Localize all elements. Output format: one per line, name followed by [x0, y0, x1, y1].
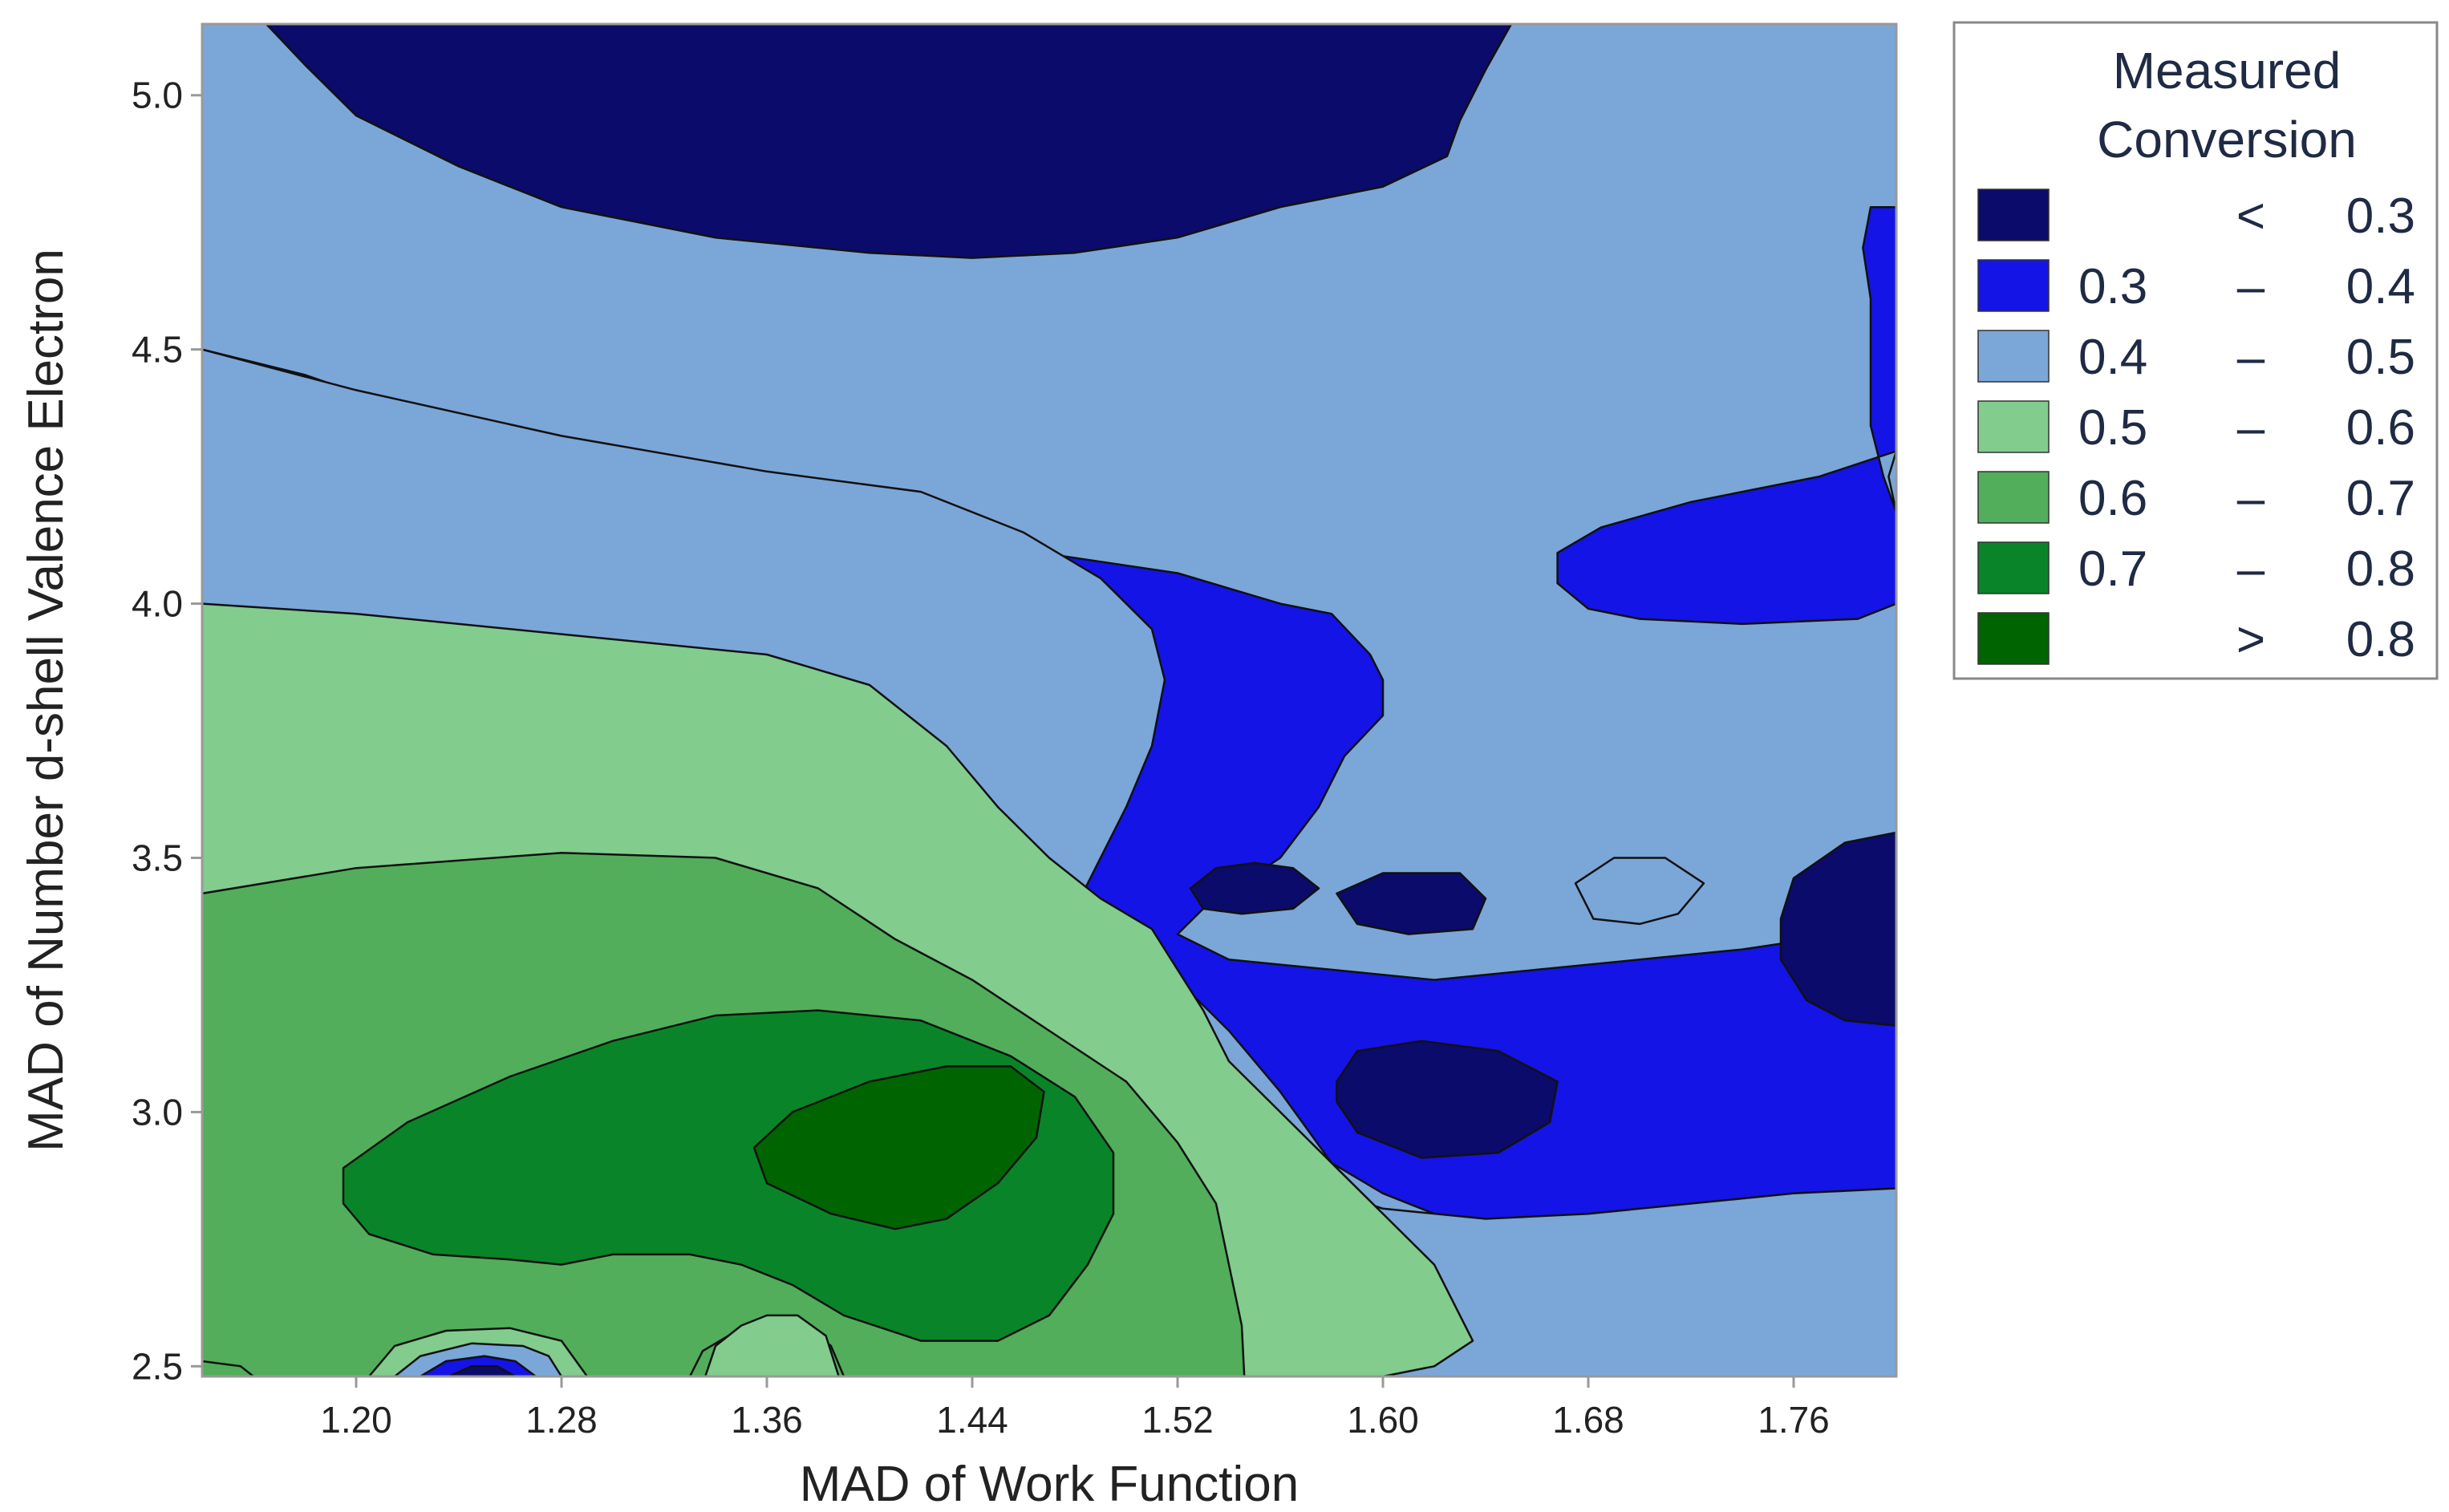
contour-region-18 [1574, 857, 1705, 926]
legend-title-line: Measured [2113, 42, 2342, 99]
y-tick-label: 5.0 [132, 75, 183, 116]
y-axis-title: MAD of Number d-shell Valence Electron [18, 249, 74, 1152]
legend-low-value: 0.5 [2078, 400, 2147, 456]
x-tick-label: 1.28 [525, 1399, 598, 1441]
legend-high-value: 0.3 [2346, 188, 2415, 244]
x-tick-label: 1.68 [1552, 1399, 1624, 1441]
y-axis: 2.5 3.0 3.5 4.0 4.5 5.0 [132, 75, 202, 1387]
legend-high-value: 0.7 [2346, 471, 2415, 526]
legend-separator: – [2237, 400, 2265, 456]
legend-high-value: 0.4 [2346, 259, 2415, 314]
x-axis: 1.20 1.28 1.36 1.44 1.52 1.60 1.68 1.76 [320, 1376, 1830, 1441]
legend-separator: – [2237, 259, 2265, 314]
legend-separator: < [2236, 188, 2265, 244]
legend-separator: – [2237, 541, 2265, 597]
y-tick-label: 3.0 [132, 1091, 183, 1133]
legend: Measured Conversion < 0.3 0.3 – 0.4 0.4 – 0.5 0.5 –… [1952, 21, 2439, 680]
contour-region-8 [703, 1314, 840, 1376]
legend-title-line: Conversion [2097, 111, 2357, 168]
legend-swatch [1977, 541, 2050, 594]
x-tick-label: 1.60 [1347, 1399, 1419, 1441]
legend-swatch [1977, 400, 2050, 453]
y-tick-label: 4.0 [132, 583, 183, 625]
y-tick-label: 2.5 [132, 1345, 183, 1387]
contour-region-14 [265, 24, 1513, 259]
contour-region-6 [752, 1065, 1045, 1230]
contour-regions [202, 24, 1896, 1376]
legend-swatch [1977, 330, 2050, 383]
legend-swatch [1977, 259, 2050, 312]
x-tick-label: 1.20 [320, 1399, 392, 1441]
legend-swatch [1977, 188, 2050, 241]
contour-region-20 [1887, 450, 1896, 513]
contour-region-19 [1779, 831, 1896, 1027]
legend-separator: – [2237, 330, 2265, 385]
x-tick-label: 1.76 [1758, 1399, 1830, 1441]
x-tick-label: 1.36 [731, 1399, 803, 1441]
x-axis-title: MAD of Work Function [800, 1457, 1299, 1512]
contour-region-16 [1336, 872, 1487, 935]
legend-high-value: 0.8 [2346, 541, 2415, 597]
x-tick-label: 1.44 [936, 1399, 1008, 1441]
contour-region-12 [447, 1365, 517, 1376]
legend-separator: > [2236, 612, 2265, 667]
legend-swatch [1977, 612, 2050, 665]
legend-high-value: 0.6 [2346, 400, 2415, 456]
y-tick-label: 4.5 [132, 329, 183, 371]
x-tick-label: 1.52 [1141, 1399, 1214, 1441]
legend-low-value: 0.7 [2078, 541, 2147, 597]
legend-swatch [1977, 471, 2050, 524]
legend-low-value: 0.4 [2078, 330, 2147, 385]
plot-frame [201, 22, 1898, 1378]
contour-region-13 [202, 1360, 255, 1376]
legend-low-value: 0.6 [2078, 471, 2147, 526]
legend-low-value: 0.3 [2078, 259, 2147, 314]
legend-high-value: 0.5 [2346, 330, 2415, 385]
legend-separator: – [2237, 471, 2265, 526]
y-tick-label: 3.5 [132, 837, 183, 878]
legend-high-value: 0.8 [2346, 612, 2415, 667]
contour-region-17 [1336, 1040, 1559, 1159]
contour-region-15 [1189, 861, 1320, 915]
